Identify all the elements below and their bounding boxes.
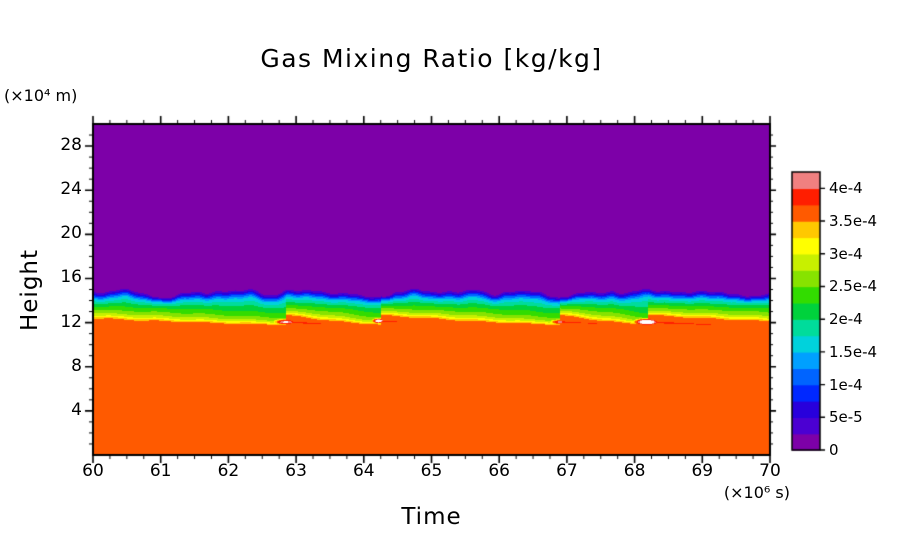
x-tick-label: 69 — [691, 461, 714, 481]
y-tick-label: 8 — [71, 355, 82, 376]
colorbar-tick-label: 4e-4 — [829, 179, 863, 198]
colorbar-tick-label: 3e-4 — [829, 244, 863, 263]
chart-title: Gas Mixing Ratio [kg/kg] — [260, 44, 603, 73]
colorbar-tick-label: 2e-4 — [829, 310, 863, 329]
x-tick-label: 68 — [623, 461, 646, 481]
colorbar-tick-label: 2.5e-4 — [829, 277, 878, 296]
x-tick-label: 63 — [285, 461, 307, 481]
y-tick-label: 12 — [60, 311, 82, 332]
x-tick-label: 62 — [217, 461, 240, 481]
y-tick-label: 4 — [71, 399, 82, 420]
x-tick-label: 60 — [82, 461, 104, 481]
colorbar-tick-label: 0 — [829, 441, 839, 459]
y-tick-label: 28 — [60, 135, 82, 156]
y-tick-label: 24 — [60, 179, 82, 200]
x-tick-label: 67 — [556, 461, 578, 481]
colorbar-tick-label: 5e-5 — [829, 408, 863, 427]
x-tick-label: 66 — [488, 461, 510, 481]
y-axis-unit: (×10⁴ m) — [4, 86, 78, 105]
colorbar-tick-label: 3.5e-4 — [829, 212, 878, 231]
x-axis-unit: (×10⁶ s) — [723, 483, 790, 502]
y-tick-label: 20 — [60, 223, 82, 244]
x-tick-label: 64 — [352, 461, 375, 481]
x-axis-label: Time — [401, 504, 462, 530]
colorbar-tick-label: 1.5e-4 — [829, 342, 878, 361]
x-tick-label: 61 — [149, 461, 172, 481]
colorbar-tick-label: 1e-4 — [829, 375, 863, 394]
x-tick-label: 65 — [420, 461, 443, 481]
y-tick-label: 16 — [60, 267, 82, 288]
x-tick-label: 70 — [759, 461, 781, 481]
